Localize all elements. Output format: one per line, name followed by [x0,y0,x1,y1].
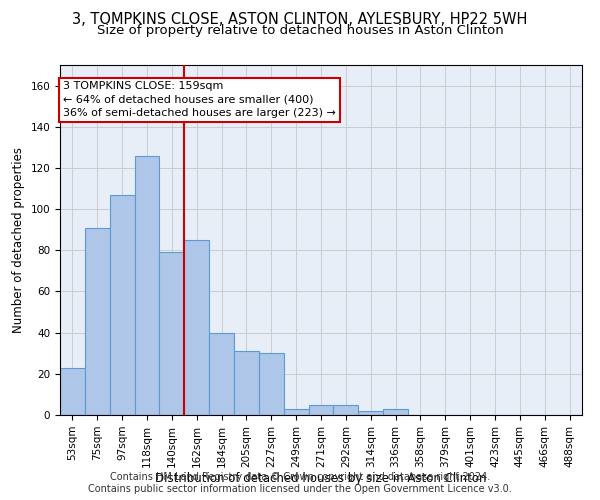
Bar [383,409,408,415]
Bar [308,404,334,415]
Text: Contains HM Land Registry data © Crown copyright and database right 2024.
Contai: Contains HM Land Registry data © Crown c… [88,472,512,494]
Text: 3, TOMPKINS CLOSE, ASTON CLINTON, AYLESBURY, HP22 5WH: 3, TOMPKINS CLOSE, ASTON CLINTON, AYLESB… [73,12,527,28]
Bar [234,351,259,415]
Bar [60,368,85,415]
Y-axis label: Number of detached properties: Number of detached properties [12,147,25,333]
Bar [284,409,308,415]
Text: 3 TOMPKINS CLOSE: 159sqm
← 64% of detached houses are smaller (400)
36% of semi-: 3 TOMPKINS CLOSE: 159sqm ← 64% of detach… [63,82,336,118]
Bar [334,404,358,415]
Text: Size of property relative to detached houses in Aston Clinton: Size of property relative to detached ho… [97,24,503,37]
Bar [358,411,383,415]
Bar [184,240,209,415]
X-axis label: Distribution of detached houses by size in Aston Clinton: Distribution of detached houses by size … [155,472,487,486]
Bar [110,194,134,415]
Bar [259,353,284,415]
Bar [85,228,110,415]
Bar [209,332,234,415]
Bar [134,156,160,415]
Bar [160,252,184,415]
